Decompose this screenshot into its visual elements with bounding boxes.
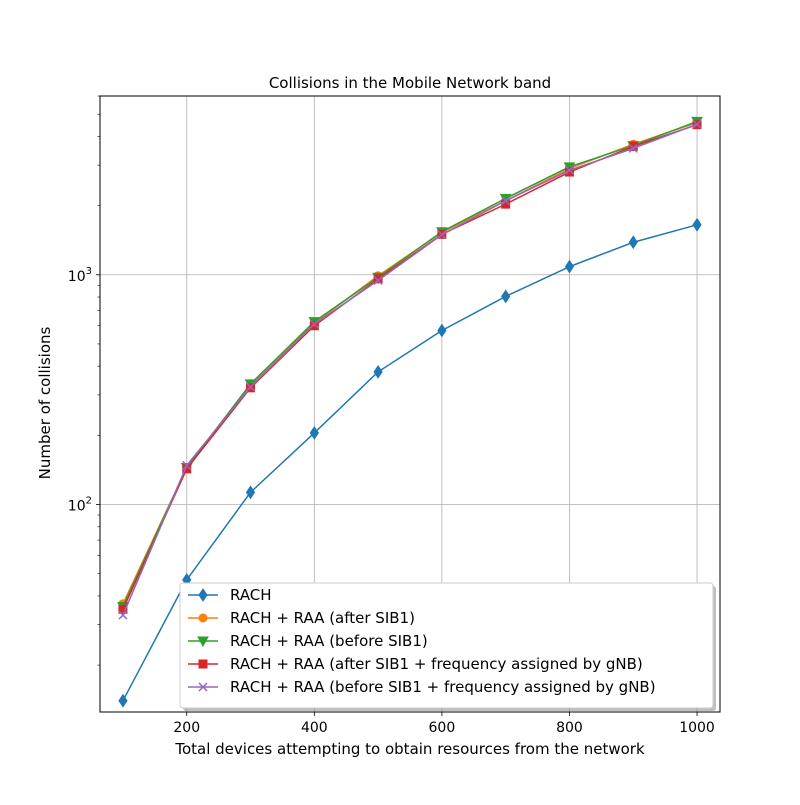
legend-box: [179, 582, 714, 709]
legend-label: RACH + RAA (after SIB1 + frequency assig…: [230, 655, 643, 673]
plot-frame: [99, 95, 721, 713]
legend-marker: [198, 588, 208, 602]
data-point: [246, 382, 256, 392]
data-point: [692, 119, 702, 129]
series-line: [122, 123, 698, 610]
axes: 200 400 600 800 1000 102 103: [68, 95, 721, 736]
series-5: [118, 119, 702, 620]
legend-entry: RACH: [188, 586, 272, 604]
data-point: [501, 196, 511, 206]
series-group: [117, 116, 703, 708]
data-point: [437, 323, 447, 338]
series-line: [122, 123, 698, 616]
data-point: [118, 693, 128, 708]
series-line: [122, 120, 698, 607]
data-point: [118, 610, 128, 620]
series-2: [118, 118, 702, 609]
series-3: [117, 116, 703, 613]
data-point: [437, 230, 447, 240]
data-point: [309, 321, 319, 331]
grid-lines: [100, 96, 720, 712]
data-point: [564, 165, 574, 175]
data-point: [309, 319, 319, 329]
data-point: [628, 143, 638, 153]
legend-marker: [198, 613, 208, 623]
chart-title: Collisions in the Mobile Network band: [269, 74, 551, 92]
x-tick-label: 800: [556, 720, 583, 736]
x-axis-label: Total devices attempting to obtain resou…: [174, 740, 645, 758]
series-line: [122, 224, 698, 702]
legend-label: RACH + RAA (before SIB1 + frequency assi…: [230, 678, 656, 696]
data-point: [373, 275, 383, 285]
series-1: [118, 217, 702, 708]
data-point: [373, 274, 383, 284]
legend-label: RACH: [230, 586, 272, 604]
data-point: [501, 289, 511, 304]
data-point: [245, 485, 256, 500]
x-tick-label: 1000: [679, 720, 715, 736]
data-point: [628, 235, 638, 250]
data-point: [564, 259, 575, 274]
y-tick-label: 103: [68, 266, 92, 285]
legend-entry: RACH + RAA (before SIB1 + frequency assi…: [188, 678, 656, 696]
legend-marker: [198, 682, 208, 692]
legend-label: RACH + RAA (after SIB1): [230, 609, 415, 627]
y-axis-label: Number of collisions: [36, 326, 54, 479]
legend: RACH RACH + RAA (after SIB1) RACH + RAA (b…: [179, 582, 716, 711]
y-tick-label: 102: [68, 496, 92, 515]
data-point: [692, 217, 702, 232]
series-4: [118, 120, 702, 614]
data-point: [309, 425, 319, 440]
data-point: [182, 460, 192, 470]
data-point: [373, 364, 383, 379]
legend-label: RACH + RAA (before SIB1): [230, 632, 428, 650]
x-tick-label: 200: [173, 720, 200, 736]
legend-entry: RACH + RAA (after SIB1 + frequency assig…: [188, 655, 643, 673]
x-tick-label: 600: [429, 720, 456, 736]
legend-entry: RACH + RAA (before SIB1): [188, 632, 428, 650]
x-tick-label: 400: [301, 720, 328, 736]
legend-marker: [198, 659, 208, 669]
legend-entry: RACH + RAA (after SIB1): [188, 609, 415, 627]
legend-marker: [197, 636, 209, 648]
series-line: [122, 121, 698, 605]
